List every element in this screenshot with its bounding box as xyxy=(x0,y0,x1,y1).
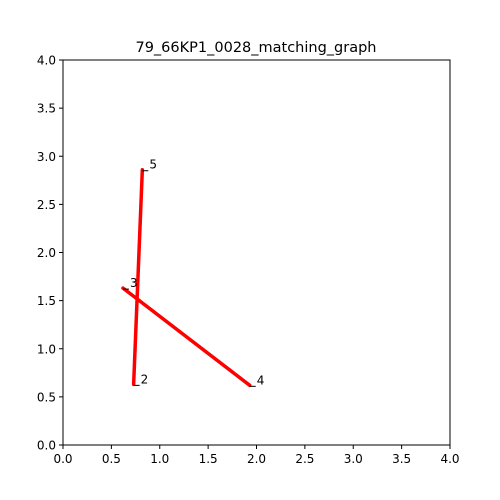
x-tick-label: 3.0 xyxy=(344,452,363,466)
y-tick-label: 1.0 xyxy=(37,342,56,356)
edges-layer xyxy=(121,167,252,388)
edge-2-5 xyxy=(131,167,145,387)
y-tick-label: 2.5 xyxy=(37,198,56,212)
x-tick-label: 0.5 xyxy=(102,452,121,466)
node-labels-layer: 2 3 4 5 xyxy=(122,158,265,387)
x-tick-label: 1.0 xyxy=(150,452,169,466)
chart-title: 79_66KP1_0028_matching_graph xyxy=(135,40,376,56)
node-label-3: 3 xyxy=(130,276,138,290)
node-label-2: 2 xyxy=(141,372,149,386)
x-tick-label: 0.0 xyxy=(53,452,72,466)
y-tick-label: 3.5 xyxy=(37,102,56,116)
y-tick-label: 2.0 xyxy=(37,246,56,260)
y-tick-label: 0.5 xyxy=(37,390,56,404)
node-label-5: 5 xyxy=(149,158,157,172)
x-axis: 0.0 0.5 1.0 1.5 2.0 2.5 3.0 3.5 4.0 xyxy=(53,445,460,466)
y-tick-label: 3.0 xyxy=(37,150,56,164)
node-label-4: 4 xyxy=(257,373,265,387)
x-tick-label: 4.0 xyxy=(440,452,459,466)
y-tick-label: 0.0 xyxy=(37,439,56,453)
x-tick-label: 3.5 xyxy=(392,452,411,466)
y-tick-label: 4.0 xyxy=(37,54,56,68)
x-tick-label: 1.5 xyxy=(199,452,218,466)
y-axis: 0.0 0.5 1.0 1.5 2.0 2.5 3.0 3.5 4.0 xyxy=(37,54,63,453)
x-tick-label: 2.0 xyxy=(247,452,266,466)
x-tick-label: 2.5 xyxy=(295,452,314,466)
edge-3-4 xyxy=(121,286,252,388)
y-tick-label: 1.5 xyxy=(37,294,56,308)
